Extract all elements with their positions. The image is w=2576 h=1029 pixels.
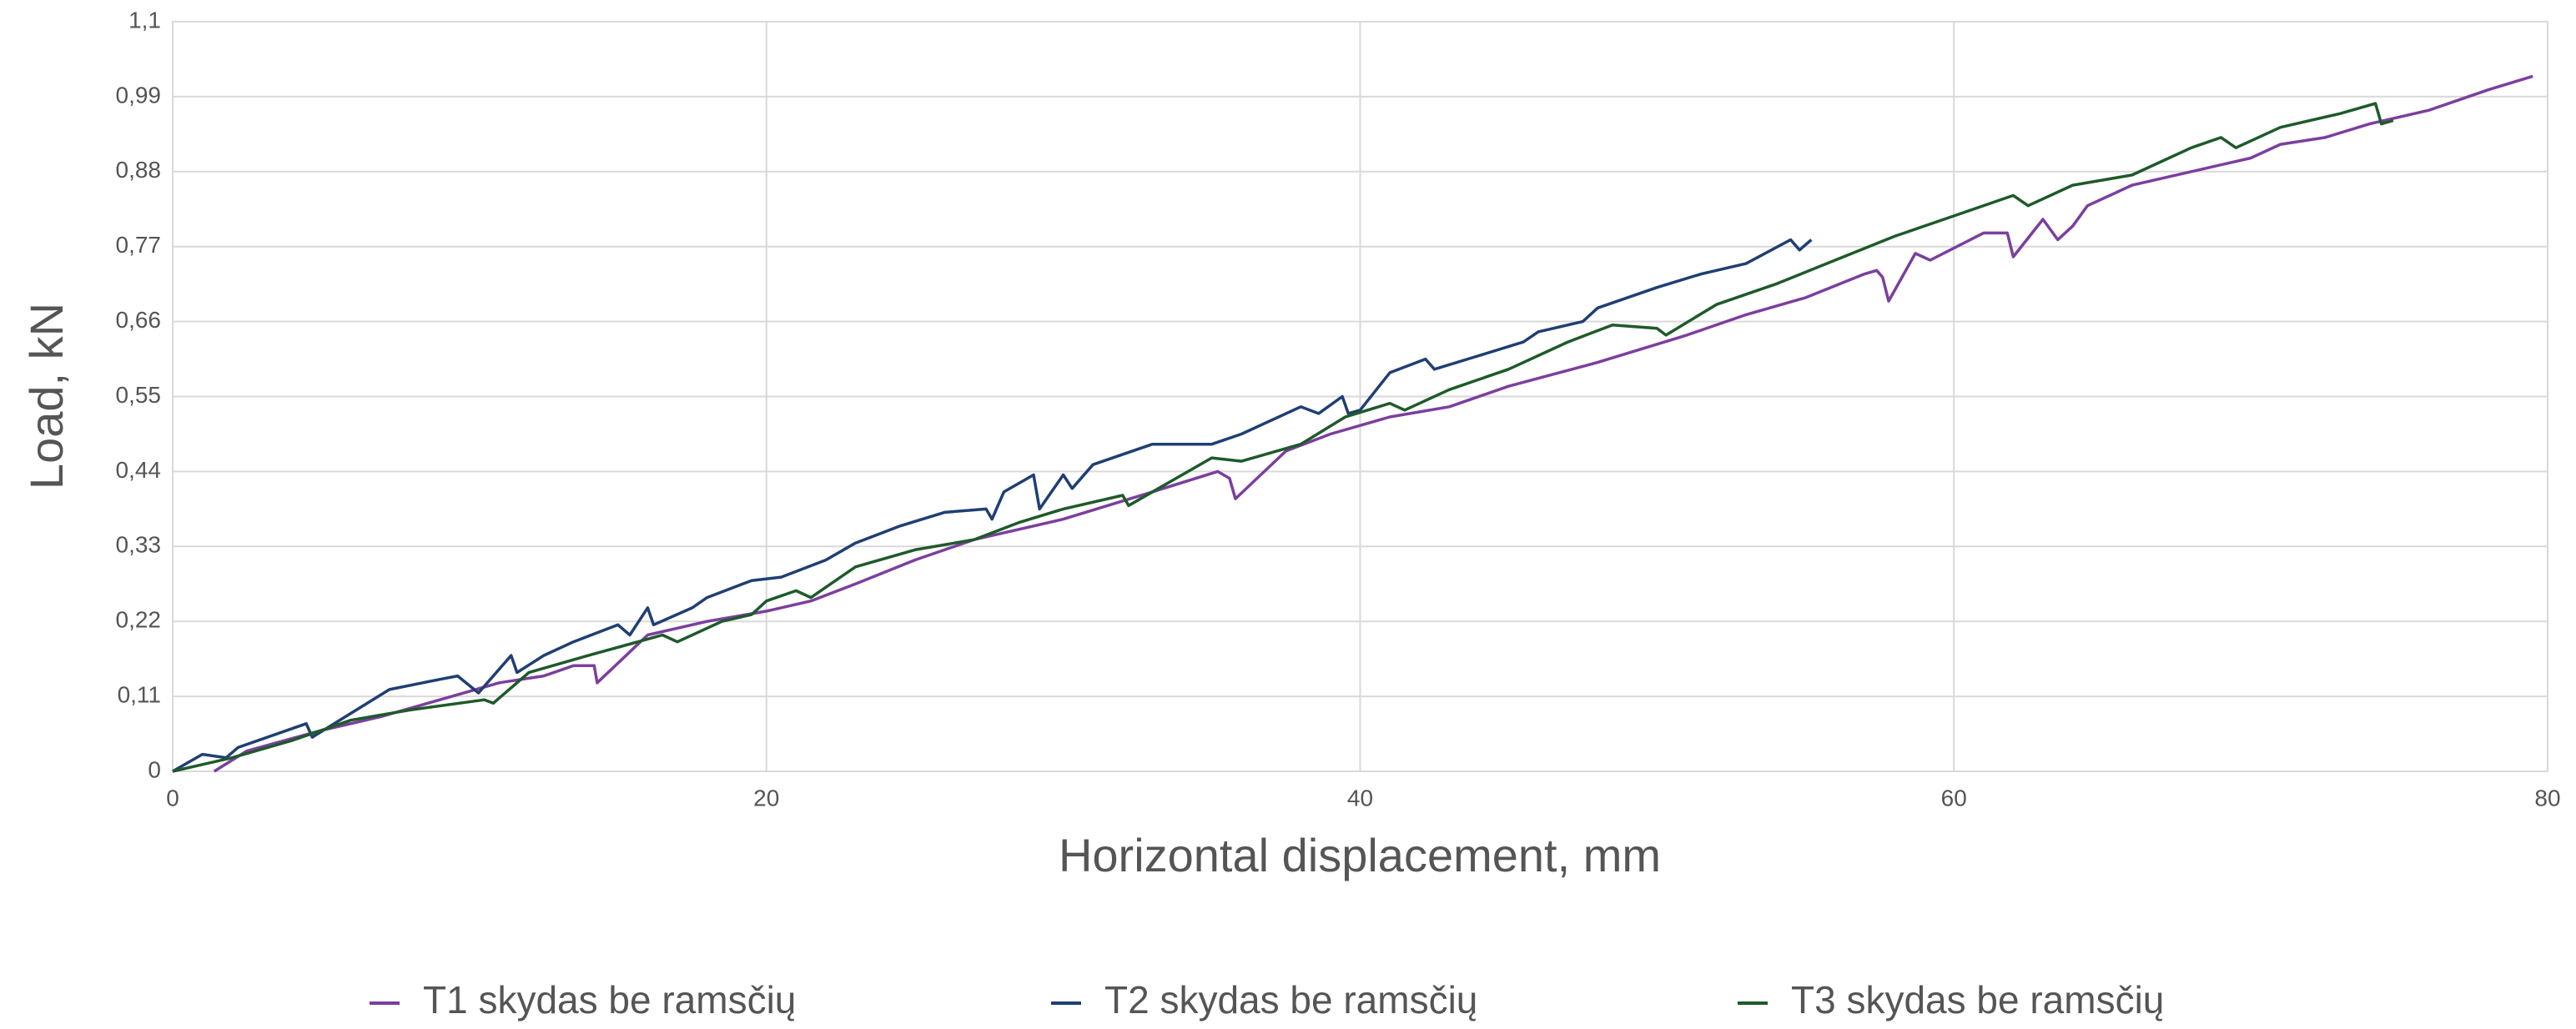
data-line: [213, 74, 2533, 773]
x-tick-label: 0: [166, 785, 179, 811]
x-tick-label: 80: [2534, 785, 2560, 811]
plot-frame: [172, 21, 2548, 772]
y-tick-label: 0,88: [116, 157, 162, 183]
legend-label: T3 skydas be ramsčių: [1791, 978, 2164, 1021]
legend-label: T1 skydas be ramsčių: [423, 978, 796, 1021]
y-tick-label: 0,22: [116, 607, 162, 633]
x-tick-label: 60: [1941, 785, 1967, 811]
y-tick-label: 0: [148, 756, 161, 782]
y-axis-title: Load, kN: [20, 303, 73, 489]
data-line: [172, 102, 2394, 773]
y-tick-label: 0,99: [116, 82, 162, 108]
x-tick-label: 20: [753, 785, 779, 811]
y-tick-label: 0,33: [116, 532, 162, 558]
y-tick-label: 0,55: [116, 382, 162, 408]
y-tick-label: 0,11: [118, 681, 161, 707]
y-tick-label: 0,44: [116, 457, 162, 483]
y-tick-label: 1,1: [128, 7, 161, 33]
x-axis-title: Horizontal displacement, mm: [1059, 829, 1661, 881]
y-tick-label: 0,77: [116, 232, 162, 258]
data-line: [172, 238, 1813, 773]
legend-label: T2 skydas be ramsčių: [1104, 978, 1477, 1021]
x-tick-label: 40: [1347, 785, 1373, 811]
y-tick-label: 0,66: [116, 307, 162, 333]
